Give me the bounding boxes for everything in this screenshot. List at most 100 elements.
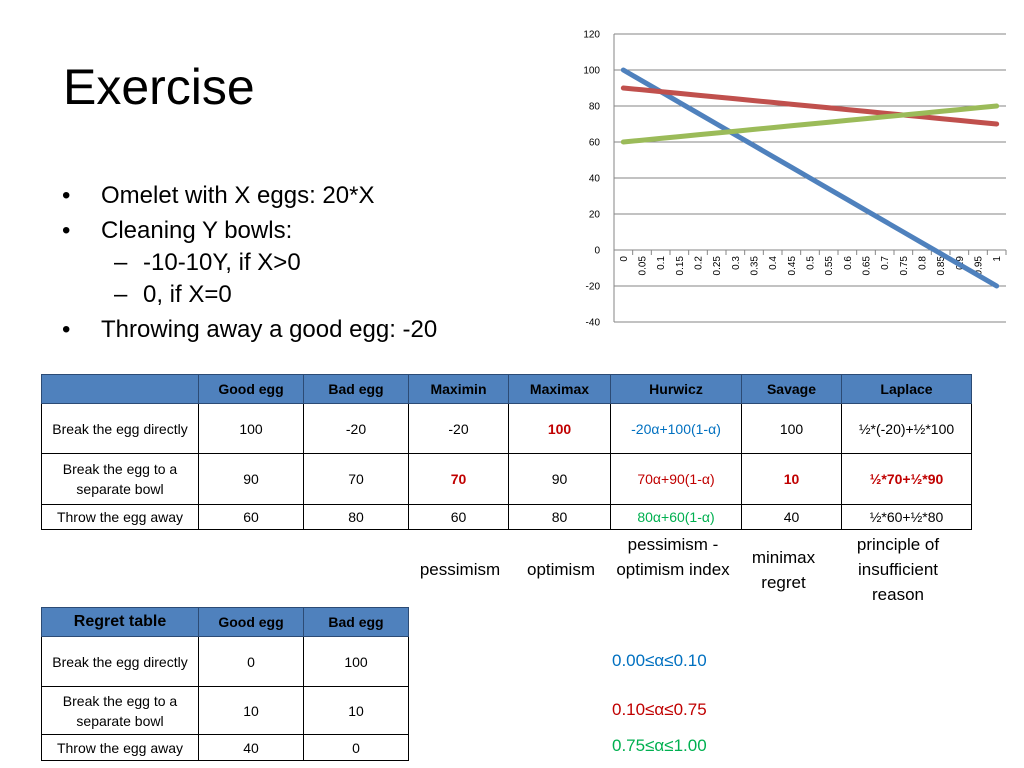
- x-tick-label: 0.7: [880, 256, 891, 270]
- cell-hurwicz: -20α+100(1-α): [610, 403, 742, 454]
- cell-hurwicz: 80α+60(1-α): [610, 504, 742, 530]
- table-row: Break the egg to a separate bowl 10 10: [41, 686, 409, 735]
- x-tick-label: 0.65: [862, 256, 873, 276]
- row-label: Break the egg directly: [41, 403, 199, 454]
- row-label: Break the egg to a separate bowl: [41, 686, 199, 735]
- x-tick-label: 0.2: [694, 256, 705, 270]
- x-tick-label: 0.85: [936, 256, 947, 276]
- slide-title: Exercise: [63, 59, 255, 115]
- series-line-2: [620, 85, 1000, 127]
- cell-maximax: 100: [508, 403, 611, 454]
- header-cell-empty: [41, 374, 199, 404]
- row-label: Throw the egg away: [41, 734, 199, 761]
- cell-good-egg: 100: [198, 403, 304, 454]
- cell-bad-egg: 10: [303, 686, 409, 735]
- cell-good-egg: 40: [198, 734, 304, 761]
- row-label: Throw the egg away: [41, 504, 199, 530]
- x-tick-label: 0.6: [843, 256, 854, 270]
- cell-laplace: ½*60+½*80: [841, 504, 972, 530]
- header-hurwicz: Hurwicz: [610, 374, 742, 404]
- header-maximin: Maximin: [408, 374, 509, 404]
- x-tick-label: 0.35: [750, 256, 761, 276]
- y-tick-label: 120: [583, 30, 600, 41]
- cell-bad-egg: 0: [303, 734, 409, 761]
- table-row: Break the egg directly 100 -20 -20 100 -…: [41, 403, 972, 454]
- table-header-row: Good egg Bad egg Maximin Maximax Hurwicz…: [41, 374, 972, 404]
- x-tick-label: 0.15: [675, 256, 686, 276]
- y-tick-label: 0: [594, 246, 600, 257]
- y-tick-label: 80: [589, 102, 601, 113]
- header-bad-egg: Bad egg: [303, 374, 409, 404]
- regret-table: Regret table Good egg Bad egg Break the …: [41, 607, 409, 761]
- cell-good-egg: 60: [198, 504, 304, 530]
- cell-savage: 10: [741, 453, 842, 505]
- note-maximax: optimism: [526, 560, 595, 579]
- payoff-table: Good egg Bad egg Maximin Maximax Hurwicz…: [41, 374, 972, 530]
- header-savage: Savage: [741, 374, 842, 404]
- header-regret-table: Regret table: [41, 607, 199, 637]
- table-row: Break the egg to a separate bowl 90 70 7…: [41, 453, 972, 505]
- x-tick-label: 1: [992, 256, 1003, 262]
- table-row: Break the egg directly 0 100: [41, 636, 409, 687]
- cell-bad-egg: -20: [303, 403, 409, 454]
- cell-savage: 100: [741, 403, 842, 454]
- row-label: Break the egg directly: [41, 636, 199, 687]
- cell-maximin: -20: [408, 403, 509, 454]
- x-tick-label: 0.8: [918, 256, 929, 270]
- cell-bad-egg: 100: [303, 636, 409, 687]
- header-good-egg: Good egg: [198, 374, 304, 404]
- cell-bad-egg: 80: [303, 504, 409, 530]
- cell-laplace: ½*(-20)+½*100: [841, 403, 972, 454]
- cell-maximin: 70: [408, 453, 509, 505]
- header-good-egg: Good egg: [198, 607, 304, 637]
- x-tick-label: 0.1: [656, 256, 667, 270]
- cell-good-egg: 0: [198, 636, 304, 687]
- cell-maximax: 90: [508, 453, 611, 505]
- y-tick-label: 60: [589, 138, 601, 149]
- cell-laplace: ½*70+½*90: [841, 453, 972, 505]
- payoff-line-chart: -40 -20 0 20 40 60 80 100 120 0 0.05 0.1 0.15 0.2 0.25…: [583, 30, 1007, 329]
- header-maximax: Maximax: [508, 374, 611, 404]
- alpha-range-blue: 0.00≤α≤0.10: [612, 651, 707, 670]
- x-tick-label: 0.55: [824, 256, 835, 276]
- note-savage: minimax regret: [751, 548, 816, 592]
- cell-savage: 40: [741, 504, 842, 530]
- note-hurwicz: pessimism - optimism index: [616, 535, 730, 579]
- header-laplace: Laplace: [841, 374, 972, 404]
- x-tick-label: 0.5: [806, 256, 817, 270]
- y-tick-label: 100: [583, 66, 600, 77]
- bullet-item: Throwing away a good egg: -20: [62, 318, 437, 343]
- row-label: Break the egg to a separate bowl: [41, 453, 199, 505]
- bullet-item: Omelet with X eggs: 20*X: [62, 184, 437, 209]
- x-tick-label: 0.75: [899, 256, 910, 276]
- header-bad-egg: Bad egg: [303, 607, 409, 637]
- cell-good-egg: 90: [198, 453, 304, 505]
- cell-maximax: 80: [508, 504, 611, 530]
- y-tick-label: -20: [586, 282, 601, 293]
- cell-good-egg: 10: [198, 686, 304, 735]
- x-tick-label: 0.95: [974, 256, 985, 276]
- alpha-range-green: 0.75≤α≤1.00: [612, 736, 707, 755]
- series-line-3: [620, 103, 1000, 145]
- x-tick-label: 0.4: [768, 256, 779, 270]
- cell-maximin: 60: [408, 504, 509, 530]
- cell-hurwicz: 70α+90(1-α): [610, 453, 742, 505]
- note-maximin: pessimism: [419, 560, 501, 579]
- sub-bullet-item: 0, if X=0: [62, 283, 437, 308]
- x-tick-label: 0.05: [638, 256, 649, 276]
- note-laplace: principle of insufficient reason: [856, 535, 940, 604]
- alpha-range-red: 0.10≤α≤0.75: [612, 700, 707, 719]
- series-line-1: [620, 67, 1000, 289]
- y-tick-label: -40: [586, 318, 601, 329]
- table-row: Throw the egg away 60 80 60 80 80α+60(1-…: [41, 504, 972, 530]
- cell-bad-egg: 70: [303, 453, 409, 505]
- sub-bullet-item: -10-10Y, if X>0: [62, 251, 437, 276]
- table-header-row: Regret table Good egg Bad egg: [41, 607, 409, 637]
- x-tick-label: 0.3: [731, 256, 742, 270]
- bullet-list: Omelet with X eggs: 20*X Cleaning Y bowl…: [62, 184, 437, 343]
- x-tick-label: 0: [619, 256, 630, 262]
- y-tick-label: 40: [589, 174, 601, 185]
- x-tick-label: 0.25: [712, 256, 723, 276]
- x-tick-label: 0.45: [787, 256, 798, 276]
- table-row: Throw the egg away 40 0: [41, 734, 409, 761]
